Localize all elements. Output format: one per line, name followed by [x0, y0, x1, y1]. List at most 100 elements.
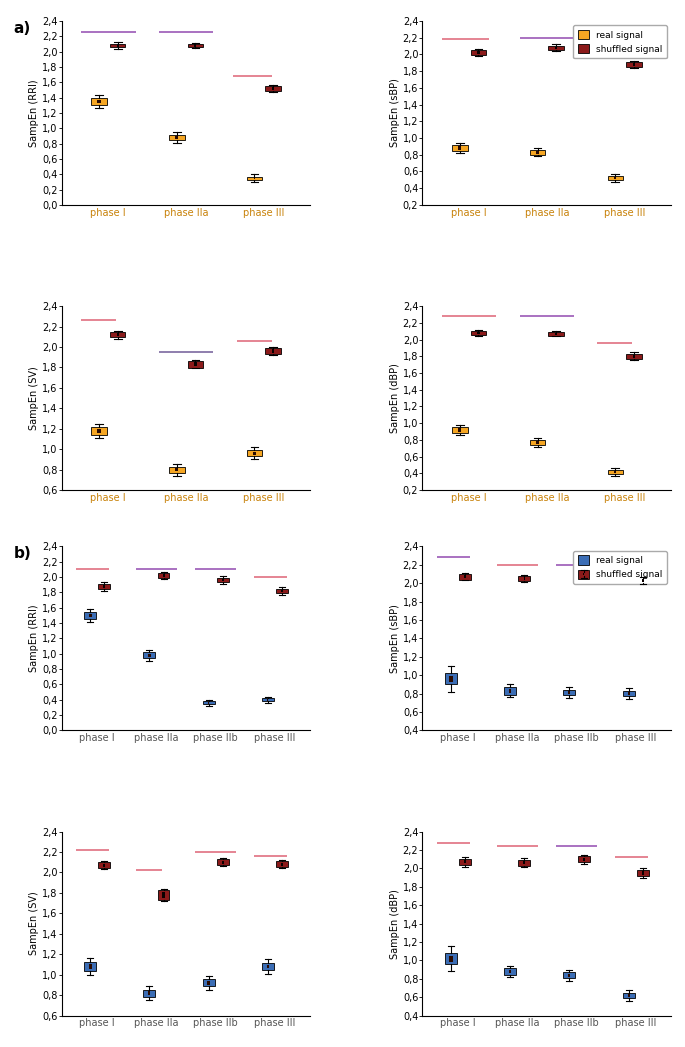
Bar [477, 51, 480, 54]
Bar [452, 146, 468, 151]
Bar [509, 970, 511, 974]
Bar [265, 86, 281, 91]
Bar [555, 46, 558, 49]
Bar [633, 355, 635, 358]
Y-axis label: SampEn (SV): SampEn (SV) [29, 366, 39, 430]
Text: a): a) [14, 21, 31, 36]
Y-axis label: SampEn (dBP): SampEn (dBP) [390, 363, 400, 433]
Bar [253, 451, 256, 455]
Bar [203, 701, 214, 705]
Bar [266, 964, 269, 968]
Bar [188, 361, 203, 367]
Bar [116, 333, 119, 336]
Bar [637, 870, 649, 875]
Y-axis label: SampEn (RRI): SampEn (RRI) [29, 80, 39, 147]
Bar [116, 44, 119, 46]
Bar [143, 652, 155, 659]
Bar [471, 331, 486, 335]
Bar [459, 574, 471, 580]
Bar [148, 992, 151, 995]
Bar [445, 673, 457, 685]
Bar [265, 348, 281, 354]
Bar [509, 689, 512, 693]
Bar [627, 994, 630, 997]
Bar [84, 962, 96, 972]
Bar [222, 579, 224, 581]
Y-axis label: SampEn (RRI): SampEn (RRI) [29, 604, 39, 672]
Bar [519, 861, 530, 866]
Bar [564, 973, 575, 978]
Y-axis label: SampEn (sBP): SampEn (sBP) [390, 604, 400, 673]
Y-axis label: SampEn (SV): SampEn (SV) [29, 892, 39, 956]
Bar [99, 583, 110, 589]
Bar [175, 468, 178, 471]
Bar [471, 50, 486, 55]
Bar [564, 690, 575, 695]
Bar [208, 981, 210, 985]
Bar [577, 572, 590, 576]
Bar [549, 46, 564, 50]
Bar [272, 350, 275, 353]
Bar [194, 362, 197, 366]
Bar [536, 151, 539, 154]
Bar [637, 578, 649, 583]
Bar [203, 979, 214, 986]
Bar [608, 176, 623, 180]
Bar [175, 136, 178, 139]
Bar [555, 333, 558, 335]
Bar [449, 956, 453, 961]
Bar [530, 440, 545, 445]
Bar [449, 676, 453, 682]
Bar [577, 856, 590, 862]
Bar [208, 701, 209, 704]
Bar [91, 98, 107, 105]
Bar [477, 332, 480, 334]
Bar [222, 861, 224, 864]
Bar [452, 427, 468, 432]
Bar [195, 44, 197, 46]
Bar [464, 575, 466, 578]
Bar [608, 470, 623, 474]
Bar [549, 332, 564, 336]
Bar [464, 861, 466, 864]
Bar [84, 611, 96, 619]
Bar [272, 87, 275, 90]
Bar [627, 692, 630, 695]
Bar [247, 450, 262, 456]
Bar [519, 576, 530, 581]
Bar [162, 892, 165, 897]
Bar [158, 890, 169, 900]
Bar [103, 864, 105, 867]
Bar [569, 974, 571, 977]
Bar [188, 44, 203, 47]
Bar [99, 863, 110, 868]
Bar [217, 860, 229, 865]
Bar [523, 577, 525, 580]
Bar [162, 575, 164, 577]
Bar [583, 573, 584, 575]
Bar [614, 177, 616, 179]
Bar [504, 687, 516, 694]
Bar [253, 177, 256, 179]
Bar [530, 150, 545, 155]
Bar [110, 44, 125, 47]
Bar [148, 653, 151, 656]
Bar [626, 354, 642, 359]
Bar [536, 441, 539, 444]
Bar [143, 989, 155, 997]
Bar [158, 574, 169, 578]
Bar [459, 860, 471, 865]
Bar [91, 427, 107, 435]
Bar [281, 863, 283, 866]
Bar [614, 470, 616, 473]
Bar [247, 177, 262, 180]
Bar [523, 862, 525, 865]
Bar [458, 147, 461, 150]
Bar [583, 857, 584, 861]
Legend: real signal, shuffled signal: real signal, shuffled signal [573, 25, 667, 59]
Bar [276, 862, 288, 867]
Bar [623, 993, 634, 998]
Bar [569, 691, 571, 694]
Bar [169, 467, 184, 473]
Bar [97, 428, 101, 433]
